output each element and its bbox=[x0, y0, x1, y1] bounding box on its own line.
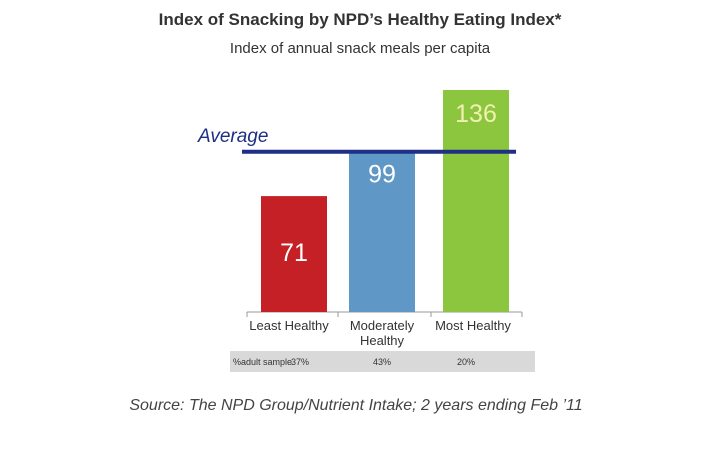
chart-subtitle: Index of annual snack meals per capita bbox=[229, 40, 491, 57]
source-note: Source: The NPD Group/Nutrient Intake; 2… bbox=[129, 397, 583, 414]
bar-moderately-healthy bbox=[349, 150, 415, 312]
data-label: 99 bbox=[368, 160, 396, 188]
sample-row-background bbox=[230, 351, 535, 372]
category-label: Most Healthy bbox=[435, 318, 511, 333]
sample-value: 20% bbox=[457, 357, 475, 367]
average-label: Average bbox=[197, 126, 268, 147]
sample-row-label: %adult sample bbox=[233, 357, 292, 367]
category-label: Moderately bbox=[350, 318, 415, 333]
data-label: 136 bbox=[455, 100, 497, 128]
data-label: 71 bbox=[280, 239, 308, 267]
chart-title: Index of Snacking by NPD’s Healthy Eatin… bbox=[158, 10, 562, 29]
sample-value: 43% bbox=[373, 357, 391, 367]
bar-least-healthy bbox=[261, 196, 327, 312]
category-label: Healthy bbox=[360, 333, 405, 348]
bar-most-healthy bbox=[443, 90, 509, 312]
category-label: Least Healthy bbox=[249, 318, 329, 333]
sample-value: 37% bbox=[291, 357, 309, 367]
